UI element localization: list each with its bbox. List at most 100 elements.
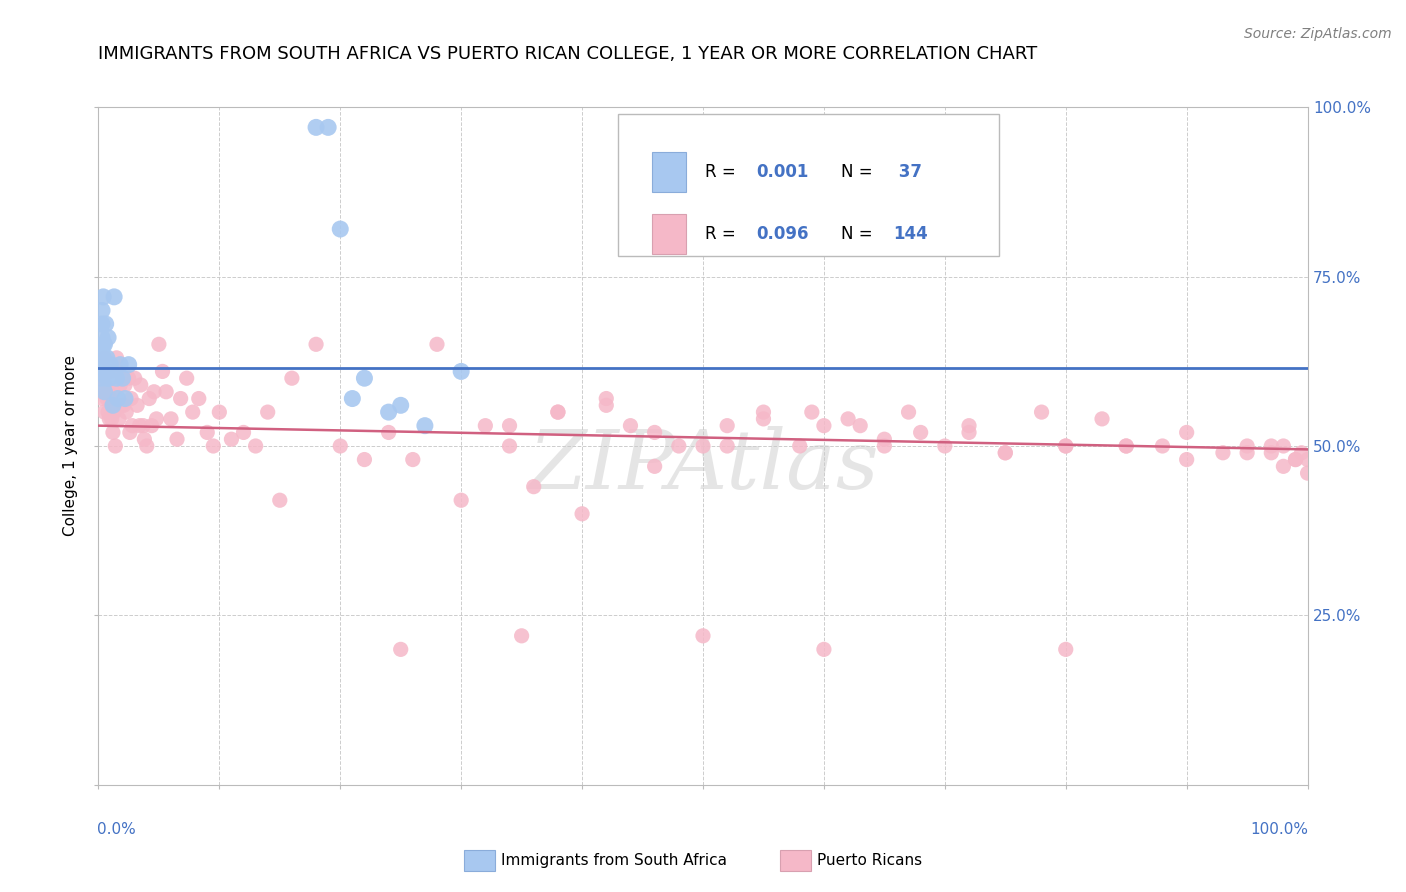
Point: [155, 384, 177, 399]
Point: [118, 425, 141, 440]
Point: [208, 405, 231, 419]
Point: [176, 371, 198, 385]
Point: [910, 425, 932, 440]
Point: [1296, 466, 1319, 480]
Point: [132, 418, 155, 433]
Point: [100, 412, 122, 426]
Point: [128, 418, 150, 433]
Point: [1284, 452, 1306, 467]
Point: [160, 412, 183, 426]
Point: [101, 425, 124, 440]
Text: N =: N =: [841, 163, 877, 181]
Y-axis label: College, 1 year or more: College, 1 year or more: [63, 356, 79, 536]
Point: [221, 432, 243, 446]
Point: [1212, 446, 1234, 460]
Point: [934, 439, 956, 453]
Point: [118, 371, 141, 385]
Point: [152, 364, 174, 378]
Point: [105, 371, 128, 385]
Point: [101, 398, 124, 412]
Point: [93, 337, 115, 351]
Point: [692, 629, 714, 643]
Point: [89, 364, 111, 378]
Point: [450, 364, 472, 378]
Point: [100, 358, 122, 372]
Point: [329, 439, 352, 453]
Point: [668, 439, 690, 453]
Point: [498, 439, 520, 453]
Point: [1284, 452, 1306, 467]
Point: [202, 439, 225, 453]
Point: [91, 317, 114, 331]
Point: [342, 392, 364, 406]
Point: [166, 432, 188, 446]
Point: [1091, 412, 1114, 426]
Point: [98, 412, 121, 426]
Point: [1291, 446, 1313, 460]
Point: [245, 439, 267, 453]
Point: [181, 405, 204, 419]
Text: Puerto Ricans: Puerto Ricans: [817, 854, 922, 868]
Point: [1272, 459, 1295, 474]
Point: [716, 418, 738, 433]
Point: [91, 330, 114, 344]
Point: [1260, 439, 1282, 453]
Text: 144: 144: [893, 225, 928, 243]
Point: [120, 392, 142, 406]
Point: [107, 392, 129, 406]
FancyBboxPatch shape: [652, 152, 686, 193]
Point: [873, 439, 896, 453]
Point: [93, 351, 115, 365]
Text: 100.0%: 100.0%: [1251, 822, 1309, 838]
Point: [595, 398, 617, 412]
Point: [389, 642, 412, 657]
Text: 37: 37: [893, 163, 922, 181]
Point: [96, 371, 118, 385]
Point: [1296, 452, 1319, 467]
Point: [124, 371, 146, 385]
Point: [377, 405, 399, 419]
Point: [510, 629, 533, 643]
Point: [389, 398, 412, 412]
Point: [329, 222, 352, 236]
Point: [103, 290, 125, 304]
Point: [91, 351, 114, 365]
Point: [90, 371, 112, 385]
Point: [619, 418, 641, 433]
Point: [98, 371, 121, 385]
Point: [101, 384, 124, 399]
Text: IMMIGRANTS FROM SOUTH AFRICA VS PUERTO RICAN COLLEGE, 1 YEAR OR MORE CORRELATION: IMMIGRANTS FROM SOUTH AFRICA VS PUERTO R…: [98, 45, 1038, 62]
Point: [108, 358, 131, 372]
Point: [692, 439, 714, 453]
Point: [402, 452, 425, 467]
Point: [1236, 439, 1258, 453]
Point: [450, 493, 472, 508]
Point: [644, 459, 666, 474]
Point: [114, 378, 136, 392]
Point: [1175, 452, 1198, 467]
Point: [800, 405, 823, 419]
Point: [305, 337, 328, 351]
Point: [91, 303, 114, 318]
Point: [110, 398, 132, 412]
Point: [105, 351, 128, 365]
Point: [281, 371, 304, 385]
Point: [121, 418, 143, 433]
Point: [111, 371, 134, 385]
Point: [1260, 446, 1282, 460]
Point: [571, 507, 593, 521]
Point: [1236, 446, 1258, 460]
Point: [112, 398, 135, 412]
Point: [127, 398, 149, 412]
Point: [97, 330, 120, 344]
Point: [108, 378, 131, 392]
Point: [1175, 425, 1198, 440]
Point: [353, 371, 375, 385]
Point: [1054, 439, 1077, 453]
Text: R =: R =: [706, 163, 741, 181]
Text: 0.0%: 0.0%: [97, 822, 136, 838]
Point: [1115, 439, 1137, 453]
Point: [148, 337, 170, 351]
Point: [716, 439, 738, 453]
Text: R =: R =: [706, 225, 741, 243]
